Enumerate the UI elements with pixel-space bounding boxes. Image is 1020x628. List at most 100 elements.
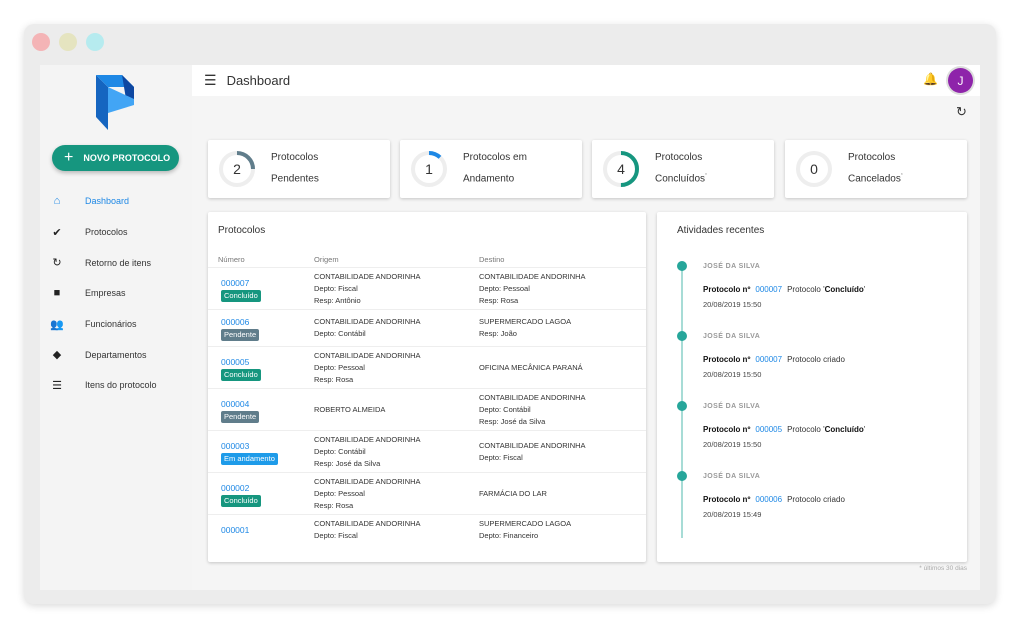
protocol-number-link[interactable]: 000006 bbox=[755, 495, 783, 504]
sidebar-item-itens-do-protocolo[interactable]: ☰ Itens do protocolo bbox=[50, 370, 157, 401]
protocol-number-link[interactable]: 000005 bbox=[221, 356, 250, 367]
table-row[interactable]: 000002 Concluído CONTABILIDADE ANDORINHA De… bbox=[208, 472, 646, 514]
activity-date: 20/08/2019 15:50 bbox=[703, 300, 762, 309]
home-icon: ⌂ bbox=[53, 195, 61, 208]
protocol-number-link[interactable]: 000006 bbox=[221, 317, 250, 327]
activity-text: Protocolo criado bbox=[787, 355, 845, 364]
origem-line: CONTABILIDADE ANDORINHA bbox=[314, 434, 421, 444]
origem-line: Resp: Rosa bbox=[314, 374, 354, 384]
destino-line: Depto: Financeiro bbox=[479, 530, 539, 540]
menu-icon[interactable]: ☰ bbox=[204, 72, 217, 88]
table-row[interactable]: 000005 Concluído CONTABILIDADE ANDORINHA De… bbox=[208, 346, 646, 388]
sidebar-item-protocolos[interactable]: ✔ Protocolos bbox=[50, 217, 157, 248]
minimize-window-button[interactable] bbox=[59, 33, 77, 51]
destino-line: OFICINA MECÂNICA PARANÁ bbox=[479, 362, 583, 372]
sidebar-item-label: Empresas bbox=[85, 288, 126, 299]
destino-line: Depto: Fiscal bbox=[479, 452, 523, 462]
app: + NOVO PROTOCOLO ⌂ Dashboard ✔ Protocolos ↻ Re… bbox=[40, 65, 980, 590]
destino-cell: CONTABILIDADE ANDORINHA Depto: Contábil Re… bbox=[479, 389, 586, 430]
activity-description: Protocolo nº 000007 Protocolo criado bbox=[703, 355, 845, 364]
stat-card[interactable]: 4 Protocolos Concluídos* bbox=[592, 140, 774, 198]
status-badge: Concluído bbox=[221, 494, 261, 507]
origem-line: Resp: José da Silva bbox=[314, 458, 381, 468]
origem-line: ROBERTO ALMEIDA bbox=[314, 404, 386, 414]
destino-line: Resp: José da Silva bbox=[479, 416, 546, 426]
stat-card[interactable]: 0 Protocolos Cancelados* bbox=[785, 140, 967, 198]
status-badge: Pendente bbox=[221, 329, 260, 341]
stat-value: 1 bbox=[425, 161, 433, 177]
numero-cell: 000001 bbox=[221, 515, 249, 544]
clipboard-check-icon: ✔ bbox=[52, 226, 62, 239]
progress-ring: 1 bbox=[411, 151, 447, 187]
activity-label: Protocolo nº bbox=[703, 355, 751, 364]
avatar[interactable]: J bbox=[948, 68, 973, 93]
bell-icon[interactable]: 🔔 bbox=[923, 72, 938, 86]
protocol-number-link[interactable]: 000007 bbox=[755, 285, 783, 294]
sidebar-item-retorno-de-itens[interactable]: ↻ Retorno de itens bbox=[50, 247, 157, 278]
stat-label: Protocolos Cancelados* bbox=[848, 149, 903, 188]
protocol-number-link[interactable]: 000005 bbox=[755, 425, 783, 434]
protocol-number-link[interactable]: 000004 bbox=[221, 398, 250, 409]
destino-cell: SUPERMERCADO LAGOA Depto: Financeiro bbox=[479, 515, 571, 544]
destino-line: FARMÁCIA DO LAR bbox=[479, 488, 547, 498]
sidebar-item-funcion-rios[interactable]: 👥 Funcionários bbox=[50, 309, 157, 340]
table-row[interactable]: 000004 Pendente ROBERTO ALMEIDA CONTABILIDA… bbox=[208, 388, 646, 430]
protocol-number-link[interactable]: 000007 bbox=[755, 355, 783, 364]
refresh-icon[interactable]: ↻ bbox=[956, 104, 967, 119]
sidebar-item-empresas[interactable]: ■ Empresas bbox=[50, 278, 157, 309]
stat-card[interactable]: 1 Protocolos em Andamento bbox=[400, 140, 582, 198]
origem-cell: CONTABILIDADE ANDORINHA Depto: Pessoal Res… bbox=[314, 473, 421, 514]
header-numero: Número bbox=[218, 255, 245, 264]
protocol-number-link[interactable]: 000003 bbox=[221, 440, 250, 451]
stat-line2: Cancelados bbox=[848, 173, 901, 185]
activity-user: JOSÉ DA SILVA bbox=[703, 263, 761, 270]
table-row[interactable]: 000006 Pendente CONTABILIDADE ANDORINHA Dep… bbox=[208, 309, 646, 346]
activity-status: Concluído bbox=[824, 425, 864, 434]
destino-line: SUPERMERCADO LAGOA bbox=[479, 518, 572, 528]
footnote: * últimos 30 dias bbox=[919, 565, 967, 572]
numero-cell: 000007 Concluído bbox=[221, 268, 261, 309]
destino-line: Depto: Pessoal bbox=[479, 283, 530, 293]
destino-line: CONTABILIDADE ANDORINHA bbox=[479, 271, 586, 281]
origem-line: Depto: Pessoal bbox=[314, 488, 365, 498]
stat-line2: Andamento bbox=[463, 173, 515, 185]
protocol-number-link[interactable]: 000007 bbox=[221, 277, 250, 288]
sidebar-item-label: Funcionários bbox=[85, 319, 137, 330]
origem-line: CONTABILIDADE ANDORINHA bbox=[314, 350, 421, 360]
sidebar-nav: ⌂ Dashboard ✔ Protocolos ↻ Retorno de itens ■ E… bbox=[50, 186, 157, 401]
table-row[interactable]: 000003 Em andamento CONTABILIDADE ANDORINH… bbox=[208, 430, 646, 472]
sidebar-item-label: Dashboard bbox=[85, 196, 130, 207]
stat-line1: Protocolos bbox=[655, 152, 703, 164]
numero-cell: 000004 Pendente bbox=[221, 389, 260, 430]
maximize-window-button[interactable] bbox=[86, 33, 104, 51]
stat-line1: Protocolos em bbox=[463, 152, 527, 164]
numero-cell: 000002 Concluído bbox=[221, 473, 261, 514]
new-protocol-button[interactable]: + NOVO PROTOCOLO bbox=[52, 145, 179, 171]
destino-line: Depto: Contábil bbox=[479, 404, 531, 414]
activity-user: JOSÉ DA SILVA bbox=[703, 473, 761, 480]
status-badge: Concluído bbox=[221, 289, 261, 302]
activities-panel: Atividades recentes JOSÉ DA SILVA Protoc… bbox=[657, 212, 967, 562]
stat-card[interactable]: 2 Protocolos Pendentes bbox=[208, 140, 390, 198]
numero-cell: 000006 Pendente bbox=[221, 310, 260, 346]
origem-line: Resp: Antônio bbox=[314, 295, 361, 305]
protocol-number-link[interactable]: 000002 bbox=[221, 482, 250, 493]
table-row[interactable]: 000007 Concluído CONTABILIDADE ANDORINHA De… bbox=[208, 267, 646, 309]
stat-line1: Protocolos bbox=[271, 152, 319, 164]
activity-text-end: ' bbox=[863, 285, 866, 294]
stat-label: Protocolos Pendentes bbox=[271, 149, 319, 188]
sidebar-item-dashboard[interactable]: ⌂ Dashboard bbox=[50, 186, 157, 217]
stat-value: 4 bbox=[617, 161, 625, 177]
destino-line: Resp: Rosa bbox=[479, 295, 519, 305]
table-row[interactable]: 000001 CONTABILIDADE ANDORINHA Depto: Fisc… bbox=[208, 514, 646, 544]
origem-line: Depto: Contábil bbox=[314, 446, 366, 456]
progress-ring: 2 bbox=[219, 151, 255, 187]
sidebar-item-departamentos[interactable]: ◆ Departamentos bbox=[50, 339, 157, 370]
timeline-dot bbox=[677, 261, 687, 271]
stat-value: 0 bbox=[810, 161, 818, 177]
origem-line: Depto: Pessoal bbox=[314, 362, 365, 372]
status-badge: Em andamento bbox=[221, 452, 278, 465]
protocol-number-link[interactable]: 000001 bbox=[221, 524, 250, 535]
close-window-button[interactable] bbox=[32, 33, 50, 51]
origem-line: CONTABILIDADE ANDORINHA bbox=[314, 476, 421, 486]
